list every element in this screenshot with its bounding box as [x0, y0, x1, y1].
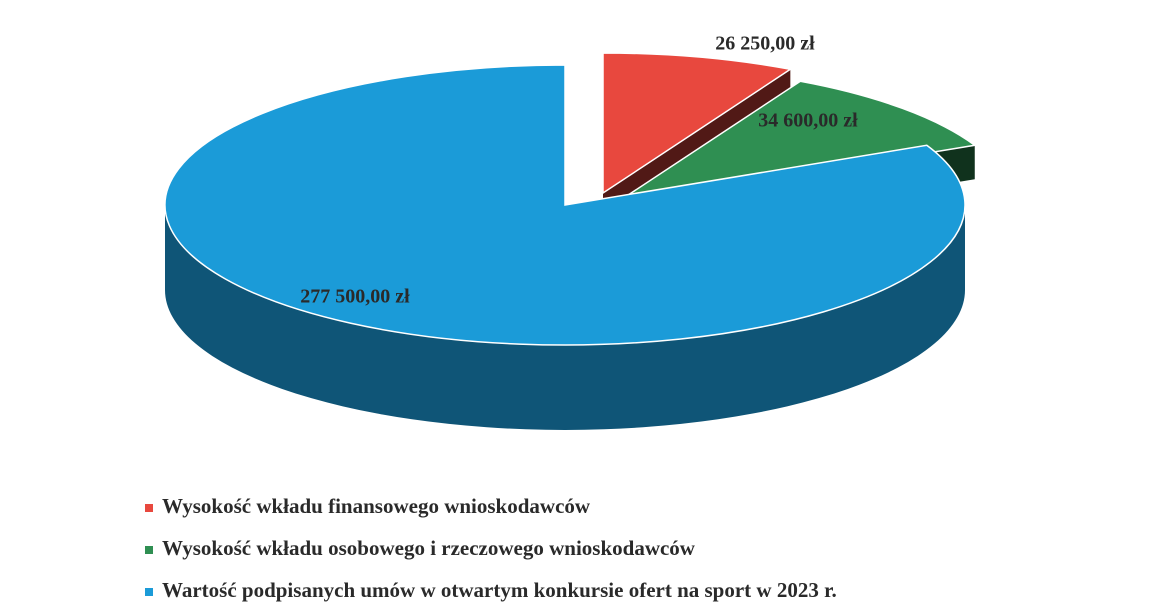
legend-swatch	[145, 546, 153, 554]
slice	[612, 80, 977, 206]
legend-label: Wysokość wkładu osobowego i rzeczowego w…	[162, 536, 696, 560]
slice	[602, 52, 793, 195]
legend-label: Wartość podpisanych umów w otwartym konk…	[162, 578, 837, 602]
slice-side	[165, 205, 965, 430]
legend-label: Wysokość wkładu finansowego wnioskodawcó…	[162, 494, 591, 518]
legend-swatch	[145, 504, 153, 512]
data-label: 277 500,00 zł	[300, 286, 410, 308]
data-label: 34 600,00 zł	[758, 110, 858, 132]
legend-swatch	[145, 588, 153, 596]
data-label: 26 250,00 zł	[715, 33, 815, 55]
slice	[164, 64, 966, 346]
